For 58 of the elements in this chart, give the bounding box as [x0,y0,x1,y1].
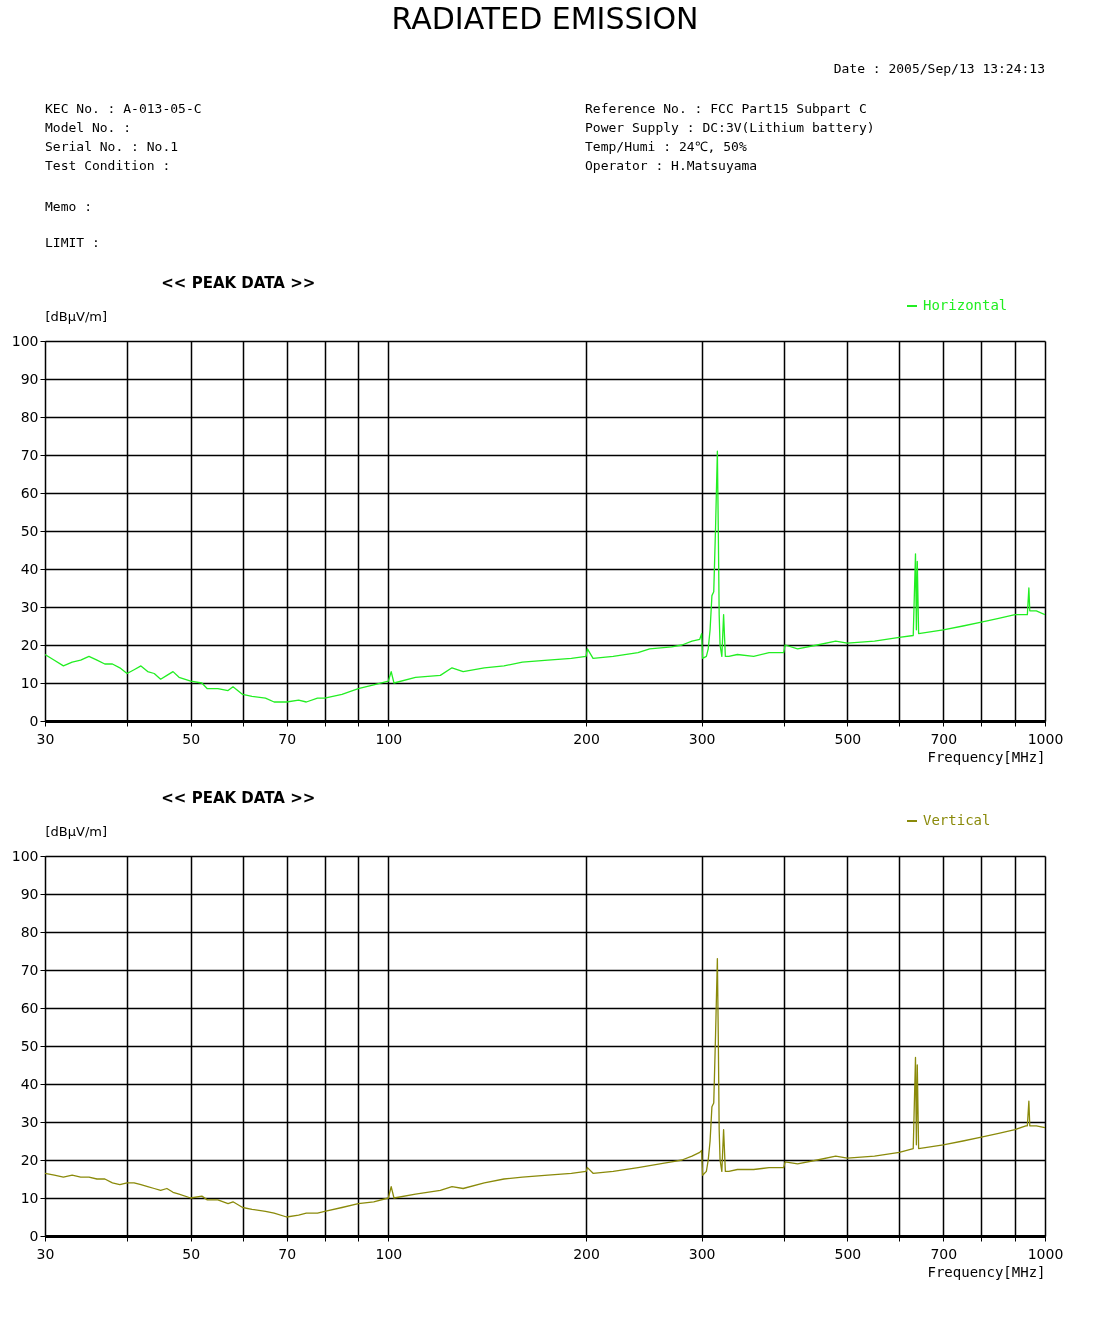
x-tick-label: 70 [278,1245,297,1262]
chart-title: << PEAK DATA >> [161,789,316,807]
text: LIMIT : [45,235,100,250]
x-tick-label: 50 [182,1245,201,1262]
x-tick-label: 700 [930,730,958,747]
text: Date : 2005/Sep/13 13:24:13 [833,61,1045,76]
y-tick-label: 30 [20,598,39,615]
chart-title: << PEAK DATA >> [161,274,316,292]
x-tick-label: 200 [573,1245,600,1262]
y-tick-label: 90 [20,370,39,387]
text: Operator : H.Matsuyama [585,158,758,173]
y-tick-label: 50 [20,1037,39,1054]
x-tick-label: 50 [182,730,201,747]
text: RADIATED EMISSION [391,1,699,36]
x-axis-title: Frequency[MHz] [927,748,1046,765]
y-axis-title: [dBμV/m] [45,308,108,324]
x-tick-label: 300 [688,730,716,747]
y-tick-label: 70 [20,446,39,463]
y-tick-label: 70 [20,961,39,978]
x-tick-label: 70 [278,730,297,747]
y-tick-label: 80 [20,923,39,940]
y-tick-label: 50 [20,522,39,539]
legend-label: Vertical [923,812,991,828]
y-tick-label: 100 [11,332,39,349]
x-tick-label: 700 [930,1245,958,1262]
y-tick-label: 0 [29,712,39,729]
y-tick-label: 0 [29,1227,39,1244]
y-tick-label: 60 [20,999,39,1016]
y-tick-label: 10 [20,1189,39,1206]
text: Test Condition : [45,158,171,173]
x-axis-title: Frequency[MHz] [927,1263,1046,1280]
legend-label: Horizontal [923,297,1008,313]
x-tick-label: 200 [573,730,600,747]
y-tick-label: 10 [20,674,39,691]
y-axis-title: [dBμV/m] [45,823,108,839]
y-tick-label: 20 [20,1151,39,1168]
y-tick-label: 100 [11,847,39,864]
text: Model No. : [45,120,132,135]
text: Temp/Humi : 24℃, 50% [585,139,747,154]
text: Reference No. : FCC Part15 Subpart C [585,101,867,116]
text: KEC No. : A-013-05-C [45,101,202,116]
text: Serial No. : No.1 [45,139,179,154]
x-tick-label: 1000 [1027,730,1064,747]
x-tick-label: 300 [688,1245,716,1262]
text: Memo : [45,199,92,214]
y-tick-label: 20 [20,636,39,653]
x-tick-label: 500 [834,1245,862,1262]
y-tick-label: 80 [20,408,39,425]
x-tick-label: 500 [834,730,862,747]
y-tick-label: 90 [20,885,39,902]
text: Power Supply : DC:3V(Lithium battery) [585,120,875,135]
x-tick-label: 100 [375,730,403,747]
y-tick-label: 30 [20,1113,39,1130]
y-tick-label: 40 [20,560,39,577]
y-tick-label: 60 [20,484,39,501]
x-tick-label: 100 [375,1245,403,1262]
x-tick-label: 1000 [1027,1245,1064,1262]
y-tick-label: 40 [20,1075,39,1092]
